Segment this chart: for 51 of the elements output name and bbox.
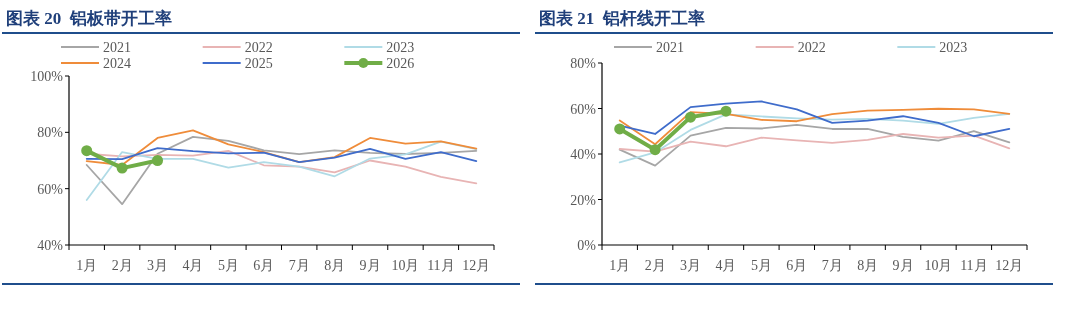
x-tick-label: 12月 (462, 258, 491, 273)
legend-label: 2023 (939, 40, 968, 55)
x-tick-label: 9月 (892, 258, 914, 273)
chart-title: 图表 21 铝杆线开工率 (539, 9, 705, 28)
x-tick-label: 10月 (391, 258, 420, 273)
y-tick-label: 80% (570, 56, 597, 71)
legend-label: 2023 (386, 40, 415, 55)
y-tick-label: 60% (570, 101, 597, 117)
x-tick-label: 11月 (427, 258, 455, 273)
y-tick-label: 0% (577, 238, 597, 253)
y-tick-label: 40% (37, 238, 64, 253)
point (649, 144, 661, 156)
x-tick-label: 8月 (857, 258, 879, 273)
legend-label: 2025 (244, 56, 273, 71)
x-tick-label: 1月 (76, 258, 98, 273)
x-tick-label: 6月 (786, 258, 808, 273)
x-tick-label: 11月 (960, 258, 988, 273)
x-tick-label: 1月 (609, 258, 631, 273)
x-tick-label: 3月 (680, 258, 702, 273)
point (720, 105, 732, 117)
legend-label: 2021 (656, 40, 684, 55)
y-tick-label: 20% (570, 192, 597, 208)
y-tick-label: 100% (30, 69, 64, 84)
x-tick-label: 4月 (715, 258, 737, 273)
x-tick-label: 2月 (644, 258, 666, 273)
y-tick-label: 40% (570, 147, 597, 162)
x-tick-label: 8月 (324, 258, 346, 273)
chart-title: 图表 20 铝板带开工率 (6, 9, 172, 28)
x-tick-label: 12月 (995, 258, 1024, 273)
x-tick-label: 2月 (111, 258, 133, 273)
legend-label: 2022 (797, 40, 826, 55)
x-tick-label: 3月 (147, 258, 169, 273)
x-tick-label: 5月 (750, 258, 772, 273)
legend-label: 2021 (103, 40, 131, 55)
x-tick-label: 7月 (821, 258, 843, 273)
x-tick-label: 6月 (253, 258, 275, 273)
legend-label: 2022 (244, 40, 273, 55)
x-tick-label: 10月 (924, 258, 953, 273)
x-tick-label: 5月 (217, 258, 239, 273)
x-tick-label: 9月 (359, 258, 381, 273)
point (614, 123, 626, 135)
y-tick-label: 60% (37, 181, 64, 197)
x-tick-label: 7月 (288, 258, 310, 273)
legend-label: 2026 (386, 56, 415, 71)
point (116, 162, 128, 174)
x-tick-label: 4月 (182, 258, 204, 273)
legend-label: 2024 (103, 56, 131, 71)
point (152, 155, 164, 166)
point (685, 111, 697, 123)
y-tick-label: 80% (37, 125, 64, 141)
point (81, 145, 93, 157)
